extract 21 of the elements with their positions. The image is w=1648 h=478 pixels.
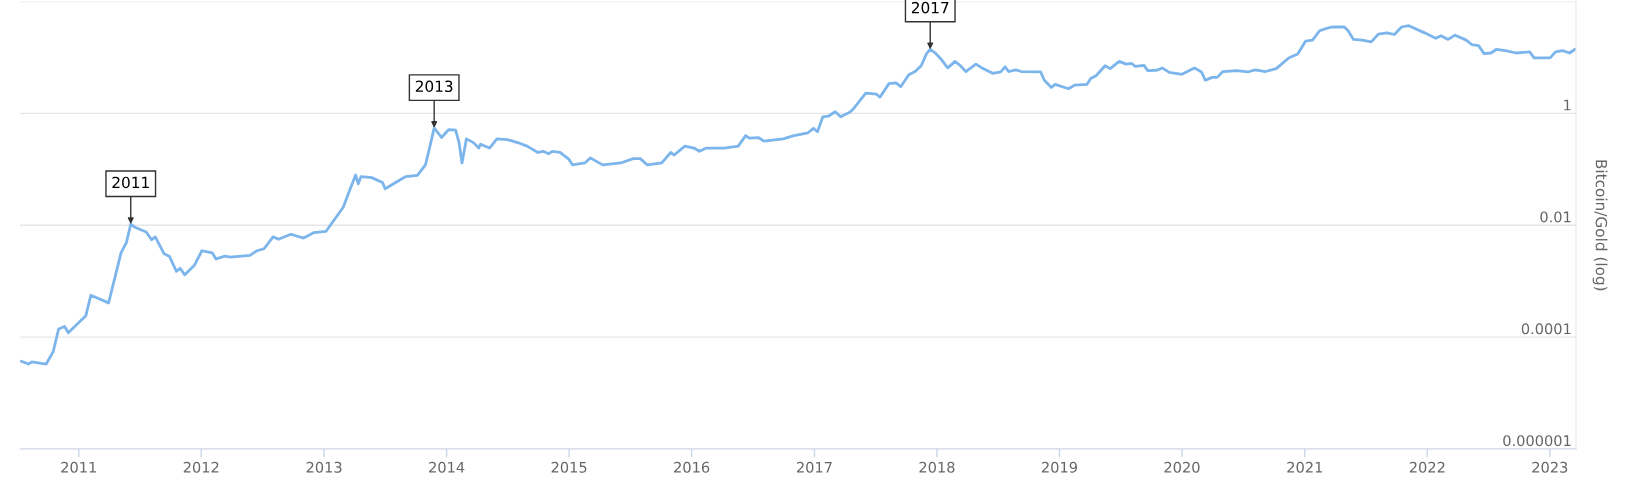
x-tick-label: 2019 — [1041, 461, 1077, 473]
y-axis-title: Bitcoin/Gold (log) — [1592, 160, 1608, 291]
x-tick-label: 2016 — [674, 461, 710, 473]
x-tick-label: 2012 — [183, 461, 219, 473]
x-tick-label: 2011 — [61, 461, 96, 473]
x-tick-label: 2015 — [551, 461, 587, 473]
x-tick-label: 2013 — [306, 461, 342, 473]
y-tick-label: 0.0001 — [1521, 323, 1571, 335]
x-tick-label: 2017 — [796, 461, 832, 473]
y-tick-label: 0.01 — [1540, 211, 1571, 223]
annotation: 2017 — [911, 1, 949, 14]
y-tick-label: 0.000001 — [1503, 435, 1571, 447]
y-tick-label: 1 — [1564, 99, 1571, 111]
x-tick-label: 2014 — [429, 461, 465, 473]
x-tick-label: 2022 — [1409, 461, 1445, 473]
annotation: 2013 — [415, 80, 453, 93]
x-tick-label: 2023 — [1532, 461, 1568, 473]
annotation: 2011 — [112, 176, 149, 189]
x-tick-label: 2020 — [1164, 461, 1200, 473]
x-tick-label: 2018 — [919, 461, 955, 473]
x-tick-label: 2021 — [1287, 461, 1323, 473]
